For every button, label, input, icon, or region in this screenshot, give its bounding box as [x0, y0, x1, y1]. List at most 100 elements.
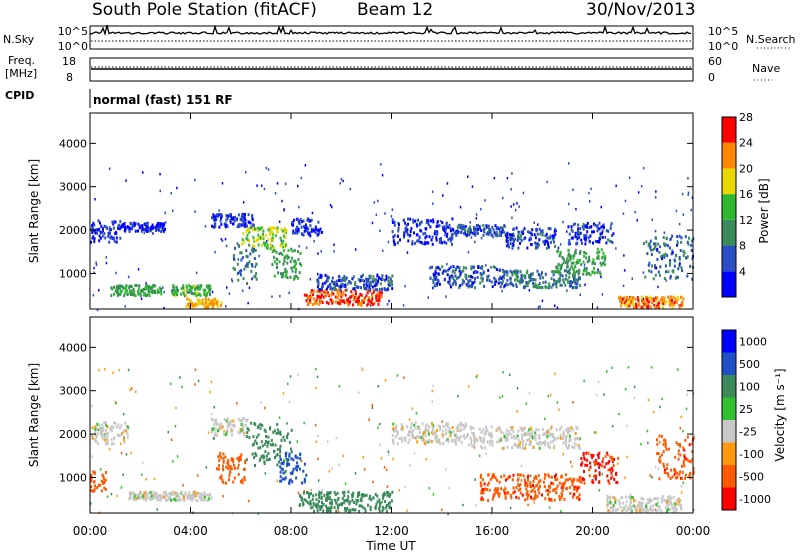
power-echo	[287, 255, 290, 259]
velocity-echo	[606, 497, 609, 501]
velocity-echo	[472, 434, 475, 438]
power-echo	[338, 275, 341, 279]
power-echo	[541, 286, 544, 289]
power-echo	[253, 245, 256, 248]
velocity-echo	[400, 423, 403, 426]
power-echo	[637, 304, 639, 308]
velocity-echo	[577, 495, 580, 499]
velocity-echo	[594, 477, 597, 481]
power-echo	[131, 293, 134, 297]
power-echo	[367, 296, 370, 300]
power-speckle	[342, 179, 344, 183]
velocity-echo	[424, 429, 427, 433]
power-echo	[220, 213, 223, 217]
power-ytick-label: 4000	[59, 137, 87, 150]
velocity-echo	[672, 509, 675, 513]
velocity-speckle	[413, 452, 416, 455]
power-echo	[523, 286, 526, 290]
velocity-echo	[652, 508, 655, 512]
velocity-echo	[276, 453, 279, 456]
power-echo	[359, 292, 362, 296]
velocity-echo	[506, 428, 508, 432]
velocity-echo	[482, 491, 485, 495]
power-echo	[431, 265, 434, 269]
velocity-colorbar-segment	[722, 397, 736, 420]
velocity-echo	[673, 505, 676, 509]
velocity-echo	[391, 433, 394, 437]
velocity-echo	[548, 446, 551, 450]
velocity-speckle	[153, 477, 156, 481]
power-echo	[430, 219, 432, 223]
velocity-echo	[498, 438, 501, 442]
velocity-echo	[230, 457, 233, 461]
power-echo	[498, 227, 501, 231]
velocity-echo	[583, 470, 585, 473]
power-speckle	[159, 172, 161, 176]
power-y-label: Slant Range [km]	[27, 159, 41, 263]
power-echo	[209, 284, 212, 288]
power-echo	[654, 305, 657, 309]
velocity-speckle	[222, 495, 224, 498]
velocity-echo	[104, 431, 107, 435]
power-echo	[284, 255, 287, 259]
velocity-echo	[458, 438, 461, 442]
power-echo	[353, 287, 355, 291]
power-echo	[320, 293, 323, 297]
power-echo	[233, 253, 235, 257]
velocity-echo	[284, 476, 287, 480]
velocity-echo	[436, 440, 439, 444]
power-echo	[173, 289, 176, 293]
power-speckle	[380, 163, 382, 166]
power-echo	[92, 221, 95, 225]
power-echo	[101, 227, 104, 231]
power-echo	[143, 227, 146, 231]
time-tick-label: 00:00	[73, 524, 108, 538]
power-echo	[571, 273, 574, 277]
velocity-speckle	[377, 426, 379, 430]
power-echo	[363, 285, 365, 289]
velocity-echo	[315, 498, 318, 502]
velocity-speckle	[533, 501, 535, 504]
velocity-echo	[243, 476, 246, 479]
velocity-echo	[502, 431, 505, 435]
power-echo	[436, 278, 439, 282]
power-echo	[671, 249, 674, 253]
velocity-speckle	[654, 465, 657, 469]
power-echo	[281, 241, 284, 245]
velocity-echo	[328, 497, 331, 501]
power-echo	[660, 255, 663, 259]
power-echo	[137, 229, 139, 233]
power-echo	[449, 229, 452, 233]
power-echo	[596, 224, 599, 228]
power-echo	[469, 279, 472, 282]
power-echo	[273, 274, 276, 278]
power-echo	[599, 237, 602, 241]
velocity-echo	[482, 488, 484, 492]
velocity-echo	[147, 492, 150, 496]
power-echo	[566, 257, 569, 260]
power-speckle	[480, 207, 482, 211]
power-echo	[212, 298, 215, 302]
velocity-echo	[513, 490, 516, 494]
power-echo	[673, 258, 676, 262]
velocity-echo	[298, 503, 301, 507]
velocity-echo	[521, 443, 524, 447]
velocity-echo	[537, 428, 540, 432]
power-echo	[304, 223, 307, 227]
power-speckle	[241, 289, 244, 292]
power-echo	[101, 234, 104, 238]
power-echo	[148, 294, 151, 298]
velocity-echo	[368, 497, 371, 501]
power-echo	[573, 270, 576, 274]
velocity-speckle	[571, 465, 573, 468]
power-echo	[348, 280, 351, 283]
power-echo	[569, 280, 572, 283]
velocity-echo	[496, 487, 499, 491]
power-echo	[147, 229, 150, 233]
power-echo	[654, 242, 657, 246]
velocity-echo	[612, 509, 615, 513]
velocity-echo	[280, 438, 283, 442]
power-echo	[239, 251, 242, 255]
power-echo	[411, 240, 414, 244]
power-echo	[157, 290, 160, 294]
